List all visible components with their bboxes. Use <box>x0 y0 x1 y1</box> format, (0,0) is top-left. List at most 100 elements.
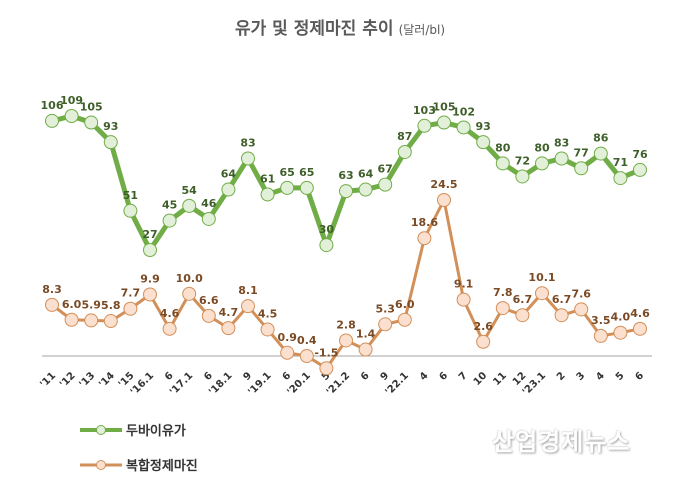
data-point-margin <box>397 312 412 327</box>
data-point-margin <box>201 308 216 323</box>
data-label-margin: 4.6 <box>630 307 650 320</box>
x-tick-label: 6 <box>163 370 176 383</box>
data-point-dubai <box>437 115 451 130</box>
watermark: 산업경제뉴스 <box>492 428 631 456</box>
data-point-dubai <box>456 120 471 135</box>
data-point-dubai <box>299 180 314 195</box>
data-label-margin: 6.0 <box>395 298 415 311</box>
data-point-dubai <box>221 182 236 197</box>
data-point-margin <box>182 286 197 301</box>
data-point-margin <box>437 193 451 207</box>
x-tick-label: 3 <box>575 370 588 383</box>
data-label-dubai: 63 <box>338 169 353 182</box>
data-point-dubai <box>378 177 393 192</box>
data-label-dubai: 77 <box>574 146 589 159</box>
data-label-dubai: 54 <box>182 184 198 197</box>
data-point-dubai <box>103 135 118 150</box>
x-tick-label: 9 <box>241 370 254 383</box>
data-point-margin <box>554 308 569 323</box>
data-point-margin <box>162 321 177 336</box>
data-label-margin: 0.9 <box>277 331 297 344</box>
data-label-dubai: 64 <box>221 168 237 181</box>
data-label-dubai: 83 <box>554 136 569 149</box>
data-point-dubai <box>515 169 530 184</box>
x-tick-label: '22.1 <box>384 370 411 397</box>
data-point-margin <box>378 317 393 332</box>
data-point-margin <box>299 349 314 363</box>
data-point-dubai <box>84 115 99 130</box>
x-tick-label: '17.1 <box>168 370 195 397</box>
data-point-dubai <box>143 243 157 257</box>
data-label-margin: 0.4 <box>297 334 317 347</box>
data-point-dubai <box>182 198 197 213</box>
data-point-margin <box>260 322 275 337</box>
data-label-dubai: 109 <box>60 94 83 107</box>
data-label-margin: 8.1 <box>238 284 258 297</box>
data-point-dubai <box>574 161 589 176</box>
data-label-margin: 3.5 <box>591 314 611 327</box>
data-point-margin <box>515 308 530 323</box>
data-point-dubai <box>476 135 491 150</box>
data-point-margin <box>633 321 647 336</box>
data-point-margin <box>45 297 59 312</box>
x-tick-label: 4 <box>418 370 431 383</box>
data-label-margin: 4.0 <box>611 311 631 324</box>
data-point-dubai <box>554 151 569 166</box>
x-tick-label: '11 <box>38 370 58 390</box>
data-point-margin <box>280 345 295 360</box>
data-point-dubai <box>417 118 432 133</box>
x-tick-label: '14 <box>97 370 117 390</box>
legend-item-margin: 복합정제마진 <box>78 455 198 474</box>
data-point-dubai <box>280 180 295 195</box>
data-point-dubai <box>613 171 628 186</box>
data-point-margin <box>123 301 138 316</box>
legend-label-dubai: 두바이유가 <box>126 424 186 439</box>
data-point-margin <box>143 287 157 302</box>
data-label-dubai: 27 <box>142 228 157 241</box>
x-tick-label: '13 <box>78 370 98 390</box>
x-tick-label: 9 <box>379 370 392 383</box>
data-label-margin: 6.0 <box>62 298 82 311</box>
x-tick-label: 4 <box>594 370 607 383</box>
chart-title-text: 유가 및 정제마진 추이 <box>234 19 394 39</box>
data-point-margin <box>535 286 549 301</box>
data-label-margin: 5.9 <box>81 298 101 311</box>
data-point-margin <box>456 292 471 307</box>
data-label-dubai: 61 <box>260 172 275 185</box>
data-label-margin: 9.9 <box>140 273 160 286</box>
data-point-margin <box>574 302 589 317</box>
data-point-margin <box>476 334 491 349</box>
data-label-dubai: 93 <box>103 120 118 133</box>
data-label-margin: 6.7 <box>552 293 572 306</box>
data-point-margin <box>221 321 236 336</box>
data-point-margin <box>613 325 628 340</box>
x-tick-label: '19.1 <box>246 370 273 397</box>
chart-unit: (달러/bl) <box>398 23 446 37</box>
data-point-dubai <box>319 238 334 253</box>
data-label-margin: 9.1 <box>454 278 474 291</box>
data-point-margin <box>495 301 510 316</box>
x-tick-label: 2 <box>555 370 568 383</box>
data-label-margin: 10.1 <box>528 271 555 284</box>
data-point-dubai <box>495 156 510 171</box>
data-label-dubai: 87 <box>397 130 412 143</box>
data-point-dubai <box>535 156 549 171</box>
data-label-margin: 18.6 <box>411 216 438 229</box>
data-label-dubai: 30 <box>319 223 335 236</box>
data-label-dubai: 105 <box>80 101 103 114</box>
data-point-dubai <box>339 184 353 199</box>
data-label-margin: 1.4 <box>356 328 376 341</box>
data-point-dubai <box>633 162 647 177</box>
data-label-dubai: 65 <box>280 166 295 179</box>
data-label-dubai: 45 <box>162 199 177 212</box>
data-label-dubai: 72 <box>515 154 530 167</box>
data-point-margin <box>103 314 118 329</box>
data-label-dubai: 83 <box>240 136 255 149</box>
legend-label-margin: 복합정제마진 <box>126 459 198 474</box>
data-label-margin: 24.5 <box>430 178 457 191</box>
series-line-dubai <box>51 113 641 253</box>
x-tick-label: 6 <box>281 370 294 383</box>
data-label-margin: -1.5 <box>314 346 338 359</box>
data-label-margin: 6.6 <box>199 294 219 307</box>
